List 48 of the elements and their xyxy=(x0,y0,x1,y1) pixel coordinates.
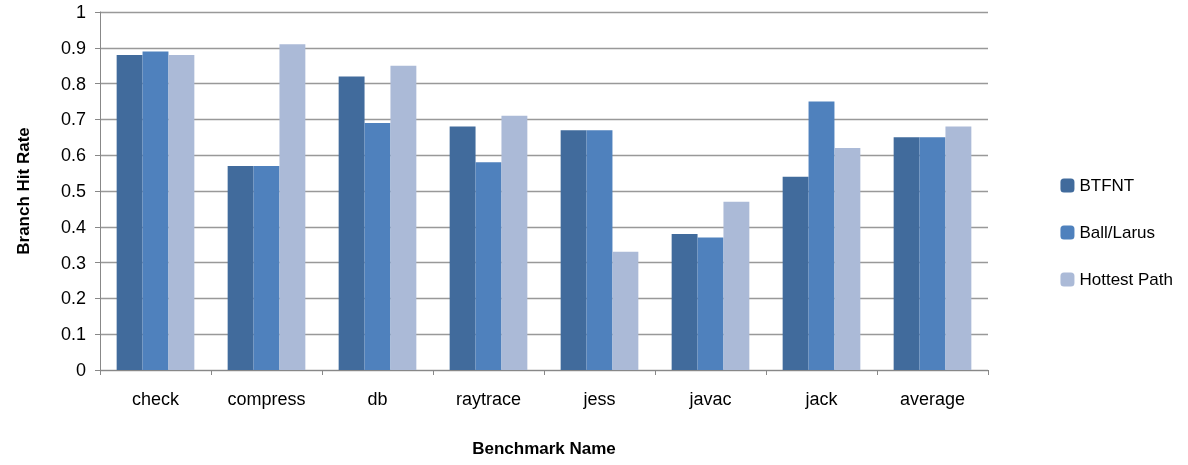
y-tick-label: 0.8 xyxy=(60,73,86,94)
bar xyxy=(612,251,639,370)
y-axis-title: Branch Hit Rate xyxy=(14,127,33,255)
y-tick-label: 0.3 xyxy=(60,252,86,273)
y-tick-label: 0.5 xyxy=(60,181,86,201)
bar xyxy=(338,76,365,370)
bar xyxy=(782,176,809,370)
y-tick-label: 0.7 xyxy=(60,109,86,130)
y-tick-label: 0.9 xyxy=(60,37,86,58)
bar xyxy=(945,126,972,370)
bar xyxy=(586,130,613,370)
bar xyxy=(253,165,280,370)
x-tick-label: compress xyxy=(227,389,306,409)
x-tick-label: db xyxy=(367,389,388,409)
legend-label: Hottest Path xyxy=(1079,270,1174,289)
y-tick-label: 0.1 xyxy=(60,324,86,345)
bar xyxy=(390,65,417,370)
y-tick-label: 0.2 xyxy=(60,288,86,309)
bar xyxy=(834,148,861,370)
bar xyxy=(449,126,476,370)
y-tick-label: 0 xyxy=(75,360,86,380)
bar xyxy=(560,130,587,370)
bar xyxy=(475,162,502,370)
bar xyxy=(919,137,946,370)
bar xyxy=(723,201,750,370)
bar xyxy=(116,54,143,370)
x-tick-label: jess xyxy=(582,389,616,409)
x-tick-label: check xyxy=(131,389,181,409)
x-tick-label: javac xyxy=(688,389,732,409)
bar xyxy=(808,101,835,370)
bar xyxy=(893,137,920,370)
bar xyxy=(279,44,306,370)
bar xyxy=(501,115,528,370)
y-tick-label: 0.4 xyxy=(60,216,86,237)
legend-label: Ball/Larus xyxy=(1079,223,1156,242)
y-tick-label: 0.6 xyxy=(60,145,86,166)
x-tick-label: raytrace xyxy=(455,389,522,409)
bar xyxy=(697,237,724,370)
bar xyxy=(671,233,698,370)
bar xyxy=(364,122,391,370)
bar xyxy=(227,165,254,370)
x-tick-label: jack xyxy=(804,389,839,409)
bar xyxy=(142,51,169,370)
x-axis-title: Benchmark Name xyxy=(472,439,616,458)
bar xyxy=(168,54,195,370)
legend-label: BTFNT xyxy=(1079,176,1135,195)
y-tick-label: 1 xyxy=(75,2,86,22)
x-tick-label: average xyxy=(899,389,966,409)
